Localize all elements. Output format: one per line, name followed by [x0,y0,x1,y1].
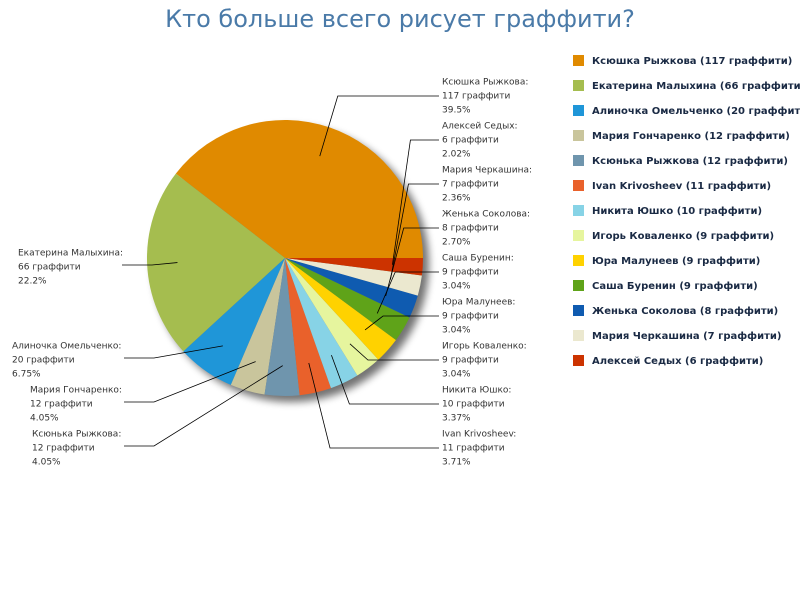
legend-label: Алиночка Омельченко (20 граффити) [592,105,800,117]
callout-name: Екатерина Малыхина: [18,249,123,259]
callout-name: Ivan Krivosheev: [442,430,516,440]
callout-percent: 2.36% [442,194,471,204]
callout-line [349,343,439,361]
legend-label: Мария Черкашина (7 граффити) [592,330,781,342]
legend-swatch [573,155,584,166]
callout-line [122,262,178,266]
callout-line [376,271,439,314]
legend-label: Юра Малунеев (9 граффити) [592,255,760,267]
pie-slice [146,173,285,352]
legend-swatch [573,280,584,291]
callout-percent: 2.02% [442,150,471,160]
pie-slice [230,258,285,395]
legend-label: Екатерина Малыхина (66 граффити) [592,80,800,92]
legend-swatch [573,355,584,366]
callout-percent: 4.05% [30,414,59,424]
callout-name: Никита Юшко: [442,386,511,396]
callout-name: Саша Буренин: [442,254,514,264]
legend-label: Женька Соколова (8 граффити) [592,305,778,317]
legend-label: Мария Гончаренко (12 граффити) [592,130,790,142]
callout-line [124,345,223,359]
legend-swatch [573,305,584,316]
callout-percent: 39.5% [442,106,471,116]
legend-label: Алексей Седых (6 граффити) [592,355,763,367]
pie-slice [285,258,396,360]
callout-value: 12 граффити [30,400,93,410]
callout-value: 66 граффити [18,263,81,273]
legend-label: Ксюнька Рыжкова (12 граффити) [592,155,788,167]
legend-swatch [573,180,584,191]
callout-name: Алексей Седых: [442,122,518,132]
pie-slice [175,120,423,259]
legend-label: Игорь Коваленко (9 граффити) [592,230,774,242]
callout-line [364,315,439,331]
callout-value: 11 граффити [442,444,505,454]
callout-line [392,139,439,265]
pie-slice [285,258,422,296]
callout-value: 8 граффити [442,224,499,234]
pie-slice [285,258,331,396]
callout-value: 12 граффити [32,444,95,454]
callout-value: 10 граффити [442,400,505,410]
legend-label: Никита Юшко (10 граффити) [592,205,762,217]
callout-name: Мария Черкашина: [442,166,532,176]
legend-swatch [573,55,584,66]
callout-percent: 6.75% [12,370,41,380]
legend-swatch [573,230,584,241]
callout-line [319,95,439,157]
callout-name: Игорь Коваленко: [442,342,527,352]
legend-swatch [573,130,584,141]
legend-swatch [573,105,584,116]
callout-percent: 3.04% [442,282,471,292]
legend-label: Ivan Krivosheev (11 граффити) [592,180,771,192]
callout-value: 9 граффити [442,312,499,322]
callout-name: Алиночка Омельченко: [12,342,121,352]
pie-slice [264,258,300,396]
legend-swatch [573,330,584,341]
callout-name: Ксюнька Рыжкова: [32,430,121,440]
legend-swatch [573,80,584,91]
callout-name: Женька Соколова: [442,210,530,220]
callout-percent: 3.04% [442,326,471,336]
callout-line [308,362,439,449]
chart-title: Кто больше всего рисует граффити? [165,5,635,33]
callout-line [124,361,256,403]
callout-percent: 3.04% [442,370,471,380]
callout-value: 117 граффити [442,92,510,102]
pie-slice [285,258,423,276]
pie-slice [183,258,285,385]
callout-value: 9 граффити [442,268,499,278]
callout-value: 6 граффити [442,136,499,146]
pie-slice [285,258,379,376]
pie-slice [285,258,418,318]
callout-percent: 22.2% [18,277,47,287]
callout-value: 20 граффити [12,356,75,366]
callout-line [124,365,283,447]
callout-line [331,354,439,405]
legend-label: Ксюшка Рыжкова (117 граффити) [592,55,792,67]
callout-percent: 3.37% [442,414,471,424]
callout-name: Юра Малунеев: [442,298,515,308]
callout-percent: 3.71% [442,458,471,468]
callout-name: Мария Гончаренко: [30,386,122,396]
callout-percent: 2.70% [442,238,471,248]
callout-name: Ксюшка Рыжкова: [442,78,528,88]
legend-swatch [573,205,584,216]
callout-value: 7 граффити [442,180,499,190]
legend-label: Саша Буренин (9 граффити) [592,280,758,292]
callout-line [390,183,439,280]
callout-value: 9 граффити [442,356,499,366]
legend-swatch [573,255,584,266]
callout-percent: 4.05% [32,458,61,468]
pie-slice [285,258,358,389]
